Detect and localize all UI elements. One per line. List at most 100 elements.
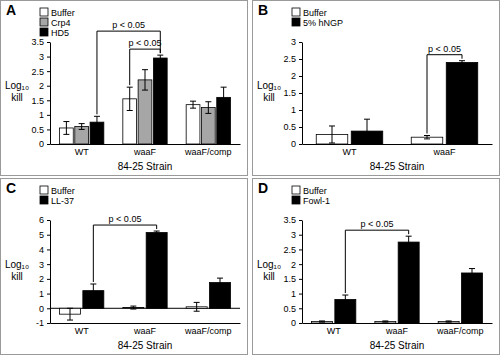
- y-axis-title: Log₁₀kill: [257, 80, 281, 103]
- x-tick: waaF: [385, 323, 409, 336]
- panel: B00.511.522.53WTwaaF84-25 StrainLog₁₀kil…: [253, 1, 500, 176]
- legend: BufferFowl-1: [292, 186, 330, 206]
- y-tick: 0: [39, 304, 50, 314]
- y-tick: 0: [291, 139, 302, 149]
- y-tick-mark: [47, 220, 50, 221]
- bars: [60, 231, 231, 320]
- panel-title: C: [6, 180, 16, 196]
- y-tick-label: 2: [39, 81, 44, 91]
- legend-label: Buffer: [51, 8, 75, 18]
- y-tick-label: 3.5: [283, 215, 296, 225]
- y-axis-line: [302, 221, 303, 324]
- y-axis-title: Log₁₀kill: [5, 259, 29, 282]
- x-axis: WT waaF: [303, 144, 493, 157]
- significance-label: p < 0.05: [361, 219, 394, 229]
- y-tick-mark: [47, 249, 50, 250]
- y-tick: 4: [39, 245, 50, 255]
- x-axis-line: [303, 144, 493, 145]
- y-tick: 2: [291, 71, 302, 81]
- legend: BufferLL-37: [40, 186, 75, 206]
- x-tick-label: waaF/comp: [184, 147, 232, 157]
- y-tick-mark: [299, 294, 302, 295]
- y-axis-title-line: Log₁₀: [5, 80, 29, 91]
- y-tick: 1: [39, 289, 50, 299]
- legend-swatch: [292, 8, 300, 16]
- error-bar: [205, 102, 211, 114]
- panel: D00.511.522.533.5WTwaaFwaaF/comp84-25 St…: [253, 179, 500, 355]
- significance-label: p < 0.05: [129, 38, 162, 48]
- panel-frame: [253, 1, 500, 176]
- x-axis-title: 84-25 Strain: [370, 340, 424, 351]
- bar: [153, 58, 167, 144]
- bar: [186, 105, 200, 144]
- y-tick: 2: [39, 274, 50, 284]
- y-tick: 3: [39, 260, 50, 270]
- y-tick-label: 1: [291, 105, 296, 115]
- legend-label: Buffer: [303, 186, 327, 196]
- y-tick-mark: [299, 59, 302, 60]
- bar: [312, 322, 333, 323]
- y-axis-title: Log₁₀kill: [5, 80, 29, 103]
- error-bar: [446, 321, 452, 322]
- y-tick-label: 0: [291, 318, 296, 328]
- error-bar: [329, 126, 335, 143]
- y-tick: 3: [291, 37, 302, 47]
- legend-swatch: [292, 196, 300, 204]
- y-tick: 6: [39, 215, 50, 225]
- y-tick-label: 1.5: [283, 88, 296, 98]
- error-bar: [94, 116, 100, 128]
- x-tick: WT: [75, 144, 89, 157]
- y-tick-label: 4: [39, 245, 44, 255]
- y-tick-mark: [299, 308, 302, 309]
- y-tick-mark: [47, 57, 50, 58]
- y-tick-label: 1.5: [31, 96, 44, 106]
- legend-label: HD5: [51, 28, 69, 38]
- panel: A00.511.522.533.5WTwaaFwaaF/comp84-25 St…: [1, 1, 248, 176]
- x-tick-label: waaF: [133, 326, 157, 336]
- y-axis-title-line: kill: [263, 92, 275, 103]
- y-tick: 3: [39, 52, 50, 62]
- y-tick: 3.5: [31, 37, 50, 47]
- error-bar: [190, 101, 196, 108]
- y-tick: 1.5: [31, 96, 50, 106]
- y-tick-mark: [47, 323, 50, 324]
- error-bar: [157, 55, 163, 61]
- x-axis: WT waaF waaF/comp: [303, 323, 493, 336]
- x-axis-title: 84-25 Strain: [118, 340, 172, 351]
- y-axis-title-line: kill: [11, 92, 23, 103]
- y-tick: 0.5: [31, 125, 50, 135]
- y-tick-mark: [47, 144, 50, 145]
- error-bar: [342, 295, 348, 304]
- y-tick: 2: [39, 81, 50, 91]
- x-tick: WT: [343, 144, 357, 157]
- error-bar: [406, 236, 412, 248]
- error-bar: [63, 122, 69, 135]
- significance-bracket: [130, 49, 161, 85]
- x-tick: WT: [327, 323, 341, 336]
- y-tick: 1: [291, 105, 302, 115]
- legend-swatch: [292, 186, 300, 194]
- y-tick-label: 6: [39, 215, 44, 225]
- y-tick-label: 2: [291, 260, 296, 270]
- significance-label: p < 0.05: [112, 20, 145, 30]
- y-tick-mark: [299, 249, 302, 250]
- error-bar: [79, 124, 85, 130]
- legend-swatch: [40, 186, 48, 194]
- bars: [316, 61, 478, 144]
- bar: [375, 322, 396, 323]
- y-tick-label: 1: [39, 289, 44, 299]
- x-tick-label: waaF: [432, 147, 456, 157]
- error-bar: [130, 306, 136, 309]
- legend-label: Buffer: [303, 8, 327, 18]
- bar: [398, 242, 419, 323]
- x-tick: waaF/comp: [436, 323, 484, 336]
- y-axis: -10123456: [36, 215, 51, 328]
- x-axis-line: [51, 323, 241, 324]
- y-tick-label: 0: [39, 304, 44, 314]
- x-tick: waaF: [432, 144, 456, 157]
- y-tick-label: 2.5: [283, 54, 296, 64]
- x-axis: WTwaaFwaaF/comp: [51, 144, 241, 157]
- y-axis-title-line: kill: [263, 271, 275, 282]
- significance-bracket: [427, 55, 462, 134]
- panel-frame: [1, 1, 248, 176]
